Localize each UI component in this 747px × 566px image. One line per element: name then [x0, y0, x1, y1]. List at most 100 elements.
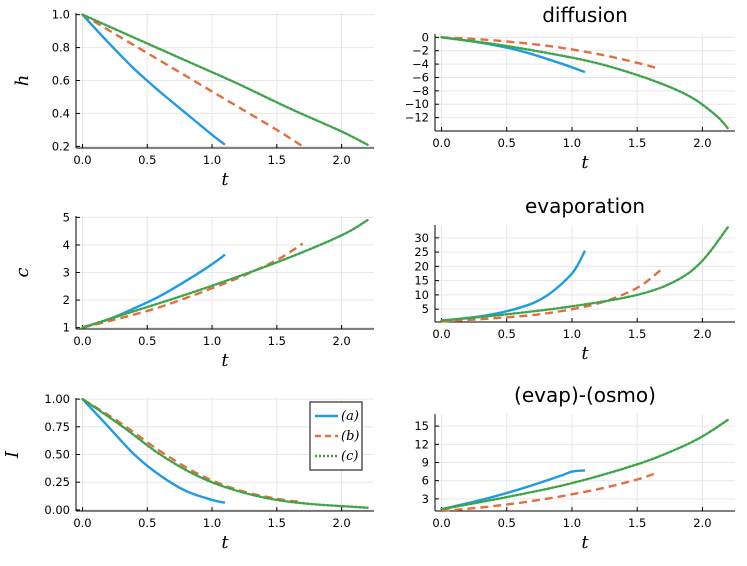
y-axis-label: c: [12, 267, 33, 277]
series-line-c: [440, 418, 730, 511]
legend-label-b: (b): [341, 429, 359, 444]
y-tick-label: 0.75: [44, 420, 70, 434]
y-tick-label: −10: [405, 97, 429, 111]
series-line-b: [81, 13, 304, 148]
y-tick-label: 15: [414, 274, 429, 288]
y-tick-label: 20: [414, 259, 429, 273]
x-tick-label: 1.0: [563, 327, 581, 341]
y-axis-label: h: [12, 75, 33, 87]
chart-I: 0.0 0.5 1.0 1.5 2.0 0.00 0.25 0.50 0.75 1.00 t I: [2, 392, 374, 553]
x-tick-label: 0.0: [73, 153, 91, 167]
chart-title: diffusion: [542, 3, 628, 27]
y-tick-label: 2: [63, 293, 70, 307]
chart-evapOsmo: 0.0 0.5 1.0 1.5 2.0 3 6 9 12 15 t (evap)-(osmo): [414, 383, 735, 553]
series-line-c: [440, 36, 730, 131]
y-tick-label: 0.8: [52, 41, 70, 55]
x-tick-label: 2.0: [693, 327, 711, 341]
y-tick-label: 3: [63, 266, 70, 280]
y-tick-label: −6: [412, 70, 429, 84]
series-line-b: [82, 242, 304, 329]
x-tick-label: 0.0: [73, 334, 91, 348]
x-tick-label: 0.5: [138, 334, 156, 348]
x-axis-label: t: [221, 169, 229, 190]
series-line-a: [81, 13, 226, 146]
x-tick-label: 0.5: [498, 516, 516, 530]
x-tick-label: 0.0: [432, 516, 450, 530]
y-tick-label: 0.50: [44, 448, 70, 462]
y-tick-label: −4: [412, 57, 429, 71]
chart-c: 0.0 0.5 1.0 1.5 2.0 1 2 3 4 5 t c: [12, 210, 374, 371]
y-tick-label: 5: [63, 210, 70, 224]
series-line-b: [81, 398, 303, 504]
series-line-b: [441, 266, 665, 323]
series-line-c: [440, 225, 730, 322]
y-tick-label: 0.6: [52, 74, 70, 88]
y-tick-label: −8: [412, 84, 429, 98]
x-tick-label: 0.5: [138, 516, 156, 530]
x-tick-label: 2.0: [693, 516, 711, 530]
legend-label-a: (a): [341, 409, 359, 424]
chart-h: 0.0 0.5 1.0 1.5 2.00.20.40.60.81.0th: [12, 8, 374, 190]
y-tick-label: 0: [422, 30, 429, 44]
x-tick-label: 1.5: [268, 153, 286, 167]
y-tick-label: 15: [414, 419, 429, 433]
x-tick-label: 2.0: [332, 153, 350, 167]
series-line-b: [441, 471, 658, 513]
y-tick-label: 0.25: [44, 475, 70, 489]
x-axis-label: t: [581, 152, 589, 173]
y-tick-label: 0.00: [44, 503, 70, 517]
x-tick-label: 0.0: [432, 136, 450, 150]
x-tick-label: 1.5: [268, 516, 286, 530]
y-tick-label: 3: [422, 492, 429, 506]
x-axis-label: t: [581, 343, 589, 364]
y-tick-label: 6: [422, 474, 429, 488]
y-tick-label: 0.2: [52, 139, 70, 153]
x-tick-label: 1.0: [203, 516, 221, 530]
y-tick-label: 4: [63, 238, 70, 252]
y-tick-label: 12: [414, 437, 429, 451]
x-tick-label: 1.5: [628, 516, 646, 530]
y-tick-label: 9: [422, 456, 429, 470]
x-tick-label: 0.5: [138, 153, 156, 167]
x-tick-label: 0.0: [73, 516, 91, 530]
legend-label-c: (c): [341, 449, 358, 464]
x-tick-label: 2.0: [693, 136, 711, 150]
series-line-c: [81, 397, 369, 509]
y-tick-label: 5: [422, 302, 429, 316]
y-tick-label: −12: [405, 111, 429, 125]
x-tick-label: 1.0: [203, 153, 221, 167]
x-tick-label: 2.0: [332, 516, 350, 530]
series-line-b: [441, 36, 658, 70]
x-axis-label: t: [221, 350, 229, 371]
y-tick-label: 10: [414, 288, 429, 302]
x-tick-label: 2.0: [332, 334, 350, 348]
y-tick-label: 25: [414, 245, 429, 259]
y-tick-label: 1: [63, 321, 70, 335]
chart-diffusion: 0.0 0.5 1.0 1.5 2.0 0−2−4−6−8−10−12 t diffusion: [405, 3, 735, 173]
series-line-a: [81, 398, 226, 504]
chart-title: evaporation: [525, 194, 645, 218]
series-line-a: [441, 469, 586, 511]
x-tick-label: 0.5: [498, 327, 516, 341]
y-axis-label: I: [2, 450, 23, 459]
legend: (a) (b) (c): [309, 401, 363, 471]
x-axis-label: t: [581, 532, 589, 553]
x-tick-label: 1.5: [268, 334, 286, 348]
x-axis-label: t: [221, 532, 229, 553]
x-tick-label: 0.5: [498, 136, 516, 150]
x-tick-label: 1.5: [628, 327, 646, 341]
series-line-c: [81, 218, 369, 329]
x-tick-label: 1.0: [563, 516, 581, 530]
y-tick-label: 0.4: [52, 106, 70, 120]
y-tick-label: 1.0: [52, 8, 70, 22]
series-line-a: [82, 253, 226, 329]
chart-title: (evap)-(osmo): [514, 383, 656, 407]
y-tick-label: −2: [412, 44, 429, 58]
x-tick-label: 1.0: [203, 334, 221, 348]
x-tick-label: 1.5: [628, 136, 646, 150]
y-tick-label: 1.00: [44, 392, 70, 406]
series-line-c: [81, 13, 369, 146]
x-tick-label: 0.0: [432, 327, 450, 341]
